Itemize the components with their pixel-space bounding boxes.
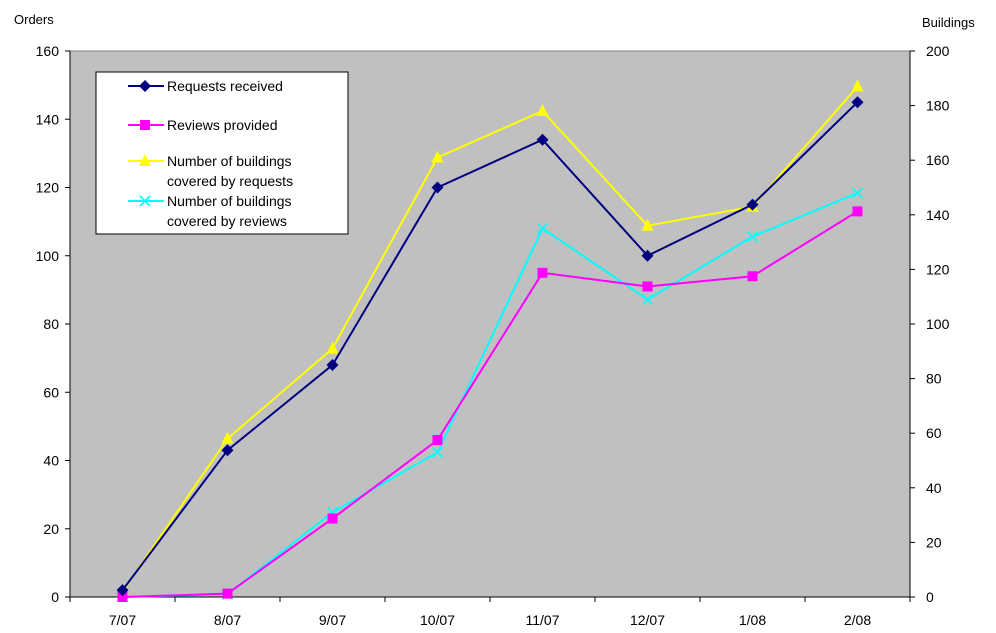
y-left-tick-label: 100 [36,248,60,264]
y-right-axis-title: Buildings [922,15,975,30]
data-point [746,231,759,243]
data-point [642,281,653,292]
data-point [536,104,549,117]
legend: Requests received Reviews provided Number … [95,71,349,235]
x-tick-labels: 7/07 8/07 9/07 10/07 11/07 12/07 1/08 2/08 [69,597,911,628]
legend-label: Number of buildings [167,153,292,169]
legend-item: Number of buildings covered by requests [128,153,293,189]
x-tick-label: 2/08 [844,612,871,628]
x-tick-label: 11/07 [526,612,560,628]
y-right-tick-label: 120 [926,261,950,277]
y-right-tick-label: 160 [926,152,950,168]
axis-lines [69,51,911,598]
data-point [431,446,444,458]
data-point [116,584,129,597]
y-right-tick-labels: 0 20 40 60 80 100 120 140 160 180 200 [910,43,950,605]
series-0 [116,96,864,597]
y-right-tick-label: 140 [926,207,950,223]
data-point [747,271,758,282]
data-point [536,222,549,235]
data-point [431,150,444,163]
y-left-axis-title: Orders [14,12,54,27]
series-layer [116,79,864,603]
data-point [851,79,864,92]
data-point [641,218,654,231]
series-1 [117,206,863,602]
x-tick-label: 9/07 [319,612,346,628]
data-point [140,120,150,130]
y-right-tick-label: 180 [926,98,950,114]
series-line [121,101,859,591]
legend-box [95,71,349,235]
data-point [432,435,443,446]
data-point [431,181,444,194]
y-right-tick-label: 200 [926,43,950,59]
data-point [536,133,549,146]
y-left-tick-labels: 0 20 40 60 80 100 120 140 160 [36,43,70,605]
data-point [221,431,234,444]
y-left-tick-label: 0 [51,589,59,605]
x-tick-label: 1/08 [739,612,766,628]
legend-item: Requests received [128,78,283,94]
series-line [121,85,859,593]
x-tick-label: 8/07 [214,612,241,628]
data-point [327,513,338,524]
y-right-tick-label: 20 [926,534,942,550]
data-point [139,195,151,207]
data-point [222,588,233,599]
data-point [326,341,339,354]
x-tick-label: 7/07 [109,612,136,628]
data-point [851,187,864,199]
y-left-tick-label: 160 [36,43,60,59]
data-point [326,358,339,371]
legend-label: covered by requests [167,173,293,189]
y-left-tick-label: 140 [36,111,60,127]
legend-item: Reviews provided [128,117,278,133]
y-right-tick-label: 60 [926,425,942,441]
data-point [221,444,234,457]
data-point [537,267,548,278]
y-right-tick-label: 0 [926,589,934,605]
legend-label: Number of buildings [167,193,292,209]
y-left-tick-label: 60 [43,384,59,400]
data-point [641,293,654,305]
data-point [641,249,654,262]
data-point [139,154,151,166]
data-point [139,80,151,92]
legend-label: Requests received [167,78,283,94]
legend-label: Reviews provided [167,117,278,133]
legend-label: covered by reviews [167,213,287,229]
data-point [851,96,864,109]
y-right-tick-label: 80 [926,371,942,387]
y-left-tick-label: 120 [36,180,60,196]
x-tick-label: 12/07 [630,612,665,628]
y-left-tick-label: 40 [43,453,59,469]
data-point [117,592,128,602]
legend-item: Number of buildings covered by reviews [128,193,292,229]
y-right-tick-label: 100 [926,316,950,332]
y-right-tick-label: 40 [926,480,942,496]
series-line [122,210,859,598]
y-left-tick-label: 20 [43,521,59,537]
data-point [852,206,863,217]
x-tick-label: 10/07 [420,612,455,628]
y-left-tick-label: 80 [43,316,59,332]
data-point [746,198,759,211]
